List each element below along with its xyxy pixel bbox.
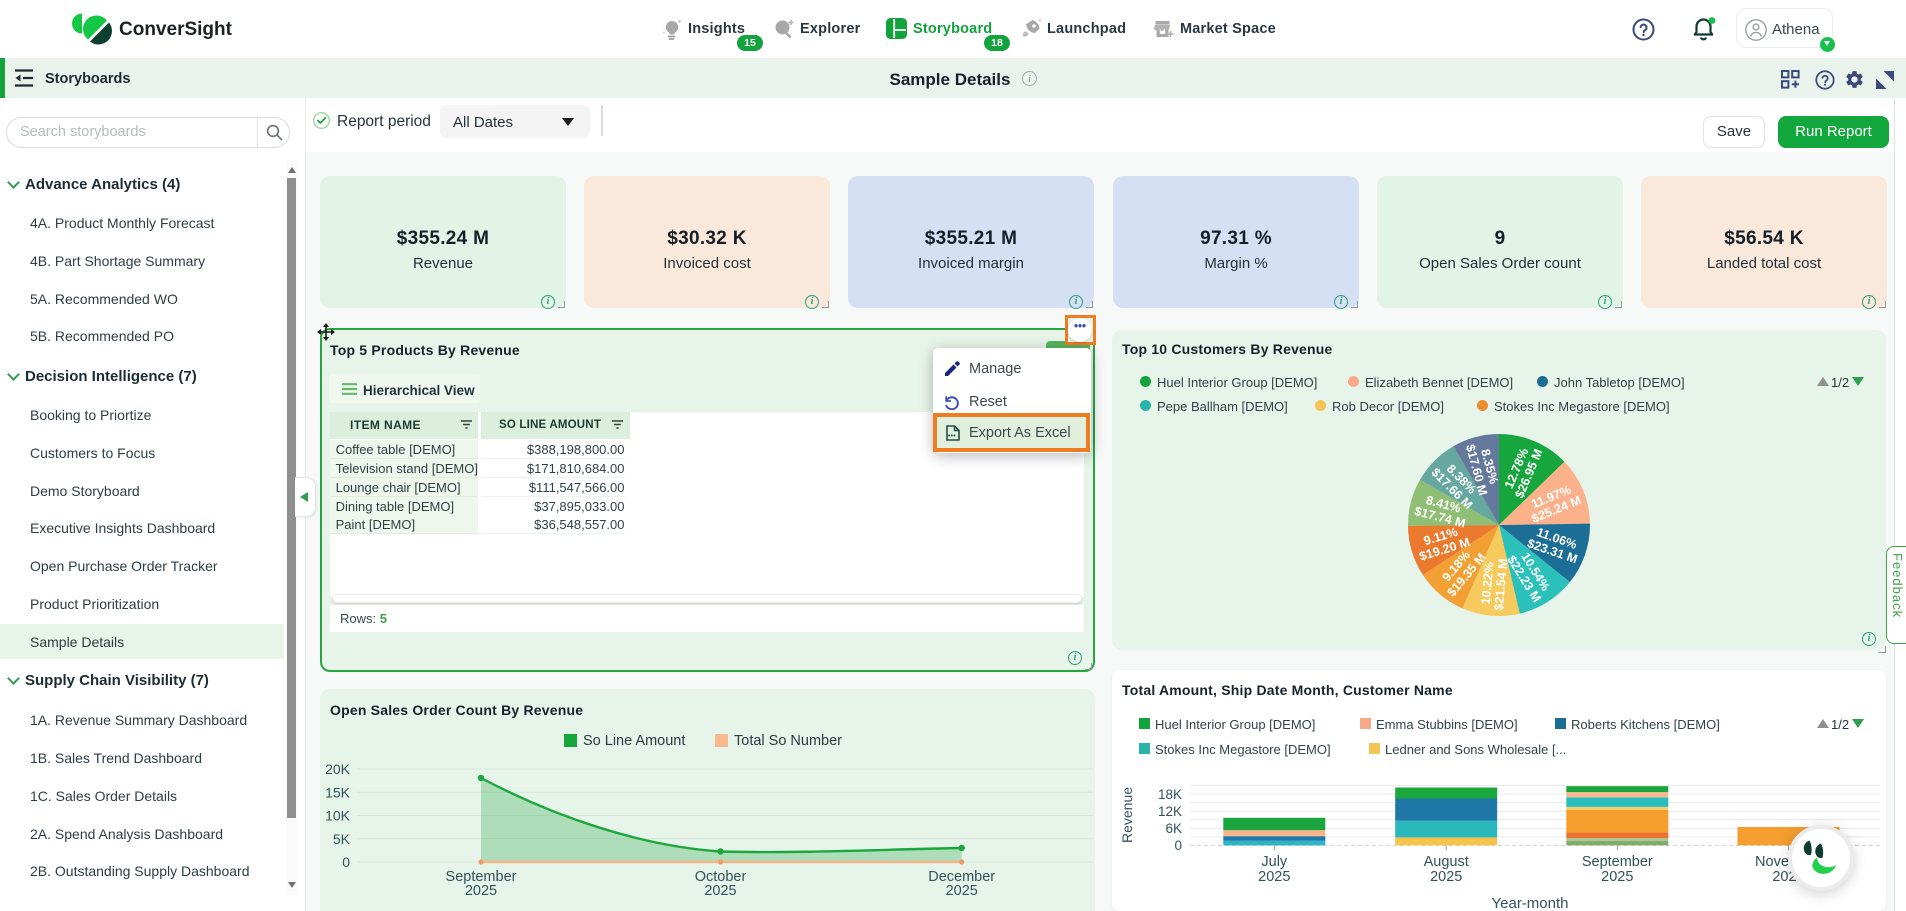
svg-text:December: December <box>928 869 995 885</box>
svg-text:2025: 2025 <box>704 883 736 899</box>
svg-text:Revenue: Revenue <box>1119 787 1135 843</box>
svg-text:12K: 12K <box>1158 804 1182 819</box>
svg-text:0: 0 <box>1174 838 1182 853</box>
svg-text:15K: 15K <box>325 784 351 800</box>
svg-text:2025: 2025 <box>1430 869 1462 885</box>
svg-text:2025: 2025 <box>946 883 978 899</box>
svg-text:So Line Amount: So Line Amount <box>583 733 685 749</box>
svg-text:2025: 2025 <box>1601 869 1633 885</box>
svg-text:August: August <box>1424 854 1469 870</box>
svg-text:18K: 18K <box>1158 787 1182 802</box>
svg-text:July: July <box>1261 854 1288 870</box>
svg-text:2025: 2025 <box>465 883 497 899</box>
svg-text:Year-month: Year-month <box>1492 895 1569 911</box>
svg-text:10K: 10K <box>325 808 351 824</box>
svg-text:Total So Number: Total So Number <box>734 733 842 749</box>
svg-text:2025: 2025 <box>1258 869 1290 885</box>
svg-text:5K: 5K <box>333 831 351 847</box>
svg-text:0: 0 <box>342 854 350 870</box>
svg-text:6K: 6K <box>1165 821 1182 836</box>
svg-text:September: September <box>446 869 517 885</box>
svg-text:20K: 20K <box>325 761 351 777</box>
svg-text:September: September <box>1582 854 1653 870</box>
svg-text:$21.54 M: $21.54 M <box>1492 558 1511 611</box>
svg-text:October: October <box>695 869 747 885</box>
svg-text:10.22%: 10.22% <box>1479 561 1497 605</box>
